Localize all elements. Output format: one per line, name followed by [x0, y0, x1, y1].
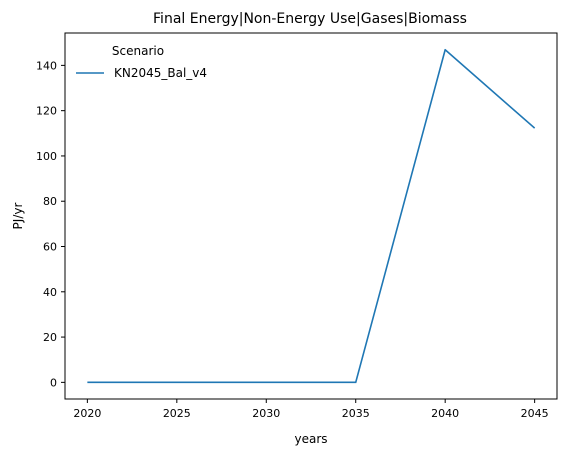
- y-tick-label: 80: [43, 195, 57, 208]
- y-tick-label: 60: [43, 241, 57, 254]
- y-tick-label: 40: [43, 286, 57, 299]
- y-tick-label: 20: [43, 331, 57, 344]
- x-tick-label: 2045: [521, 407, 549, 420]
- x-axis-label: years: [294, 432, 327, 446]
- legend: Scenario KN2045_Bal_v4: [76, 44, 207, 80]
- series-group: [87, 48, 536, 384]
- series-line-0: [87, 48, 536, 384]
- chart-title: Final Energy|Non-Energy Use|Gases|Biomas…: [153, 11, 467, 27]
- x-tick-label: 2020: [73, 407, 101, 420]
- x-tick-label: 2040: [431, 407, 459, 420]
- y-axis: 0 20 40 60 80 100 120 140: [36, 59, 65, 389]
- y-tick-label: 100: [36, 150, 57, 163]
- plot-area: [64, 32, 558, 400]
- x-tick-label: 2035: [342, 407, 370, 420]
- x-tick-label: 2025: [163, 407, 191, 420]
- legend-label: KN2045_Bal_v4: [114, 66, 207, 80]
- x-axis: 2020 2025 2030 2035 2040 2045: [73, 399, 549, 420]
- y-axis-label: PJ/yr: [11, 203, 25, 230]
- y-tick-label: 140: [36, 59, 57, 72]
- x-tick-label: 2030: [252, 407, 280, 420]
- legend-title: Scenario: [112, 44, 164, 58]
- y-tick-label: 0: [50, 376, 57, 389]
- y-tick-label: 120: [36, 105, 57, 118]
